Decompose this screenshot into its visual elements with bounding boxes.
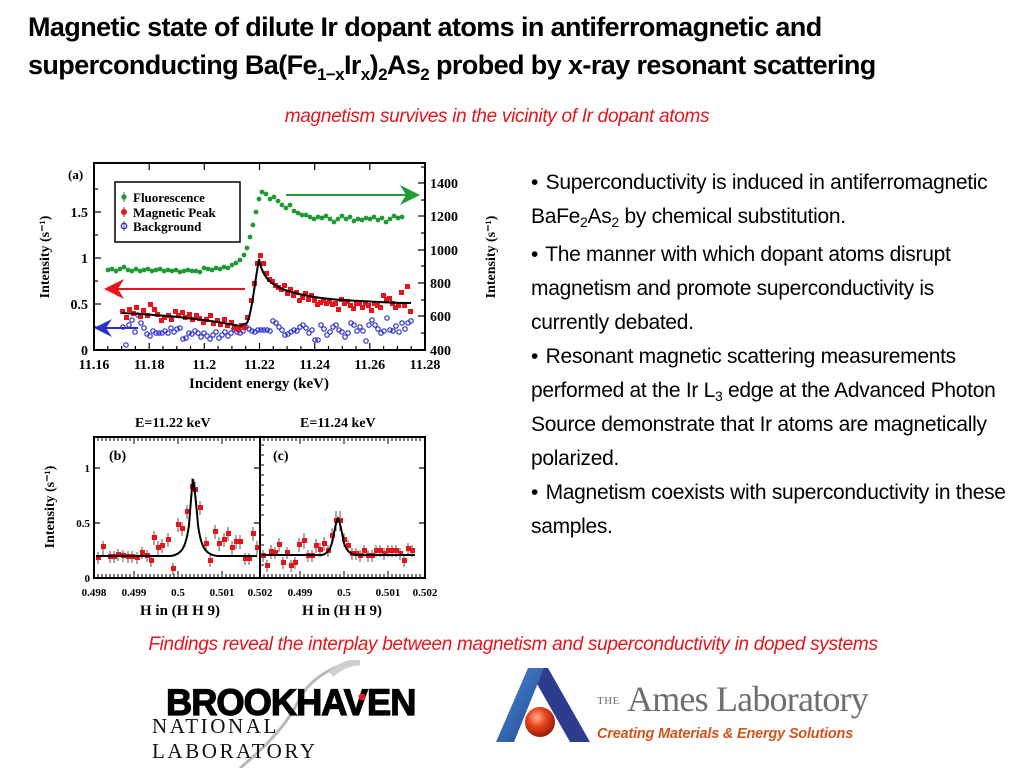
panel-a-xlabel: Incident energy (keV) <box>189 376 329 392</box>
panel-a: (a) 0 0.5 1 1.5 400 600 800 1000 1200 14… <box>38 162 499 392</box>
title-line-1: Magnetic state of dilute Ir dopant atoms… <box>28 12 822 42</box>
brookhaven-swoosh-icon <box>239 660 361 768</box>
ames-the: THE <box>597 695 620 707</box>
svg-text:0.502: 0.502 <box>248 587 273 599</box>
svg-text:Magnetic Peak: Magnetic Peak <box>133 205 216 220</box>
svg-text:0.5: 0.5 <box>337 587 351 599</box>
bullet-1: • Superconductivity is induced in antife… <box>531 171 988 230</box>
brookhaven-wordmark: BROOKHAVEN <box>165 681 417 723</box>
svg-text:0: 0 <box>81 344 88 359</box>
svg-text:Background: Background <box>133 219 202 234</box>
panel-c-xlabel: H in (H H 9) <box>302 603 382 619</box>
svg-text:11.24: 11.24 <box>299 358 330 373</box>
ames-a-icon <box>496 668 590 742</box>
svg-text:0.5: 0.5 <box>71 298 89 313</box>
svg-text:11.26: 11.26 <box>354 358 385 373</box>
ames-wordmark: Ames Laboratory <box>627 679 869 719</box>
svg-text:1400: 1400 <box>430 177 458 192</box>
title-line-2: superconducting Ba(Fe1−xIrx)2As2 probed … <box>28 50 876 84</box>
axis-arrows <box>94 185 420 337</box>
panel-c-label: (c) <box>273 449 289 464</box>
svg-text:0.502: 0.502 <box>413 587 438 599</box>
series-magnetic-peak <box>120 253 413 332</box>
series-fluorescence <box>105 189 405 275</box>
svg-text:1: 1 <box>81 252 88 267</box>
slide-subtitle: magnetism survives in the vicinity of Ir… <box>284 106 710 127</box>
brookhaven-subtitle: NATIONAL LABORATORY <box>152 714 318 763</box>
fit-curve-c <box>262 516 415 556</box>
bullet-list: • Superconductivity is induced in antife… <box>531 166 1006 544</box>
svg-text:1200: 1200 <box>430 210 458 225</box>
panel-b-xlabel: H in (H H 9) <box>140 603 220 619</box>
svg-text:1: 1 <box>85 463 91 475</box>
svg-text:800: 800 <box>430 277 451 292</box>
fit-curve-a <box>121 258 412 328</box>
svg-text:600: 600 <box>430 310 451 325</box>
slide-title: Magnetic state of dilute Ir dopant atoms… <box>28 8 1008 84</box>
bullet-3: • Resonant magnetic scattering measureme… <box>531 345 996 470</box>
panel-b: E=11.22 keV (b) 0 0.5 1 0.498 0.499 0.5 … <box>43 416 273 619</box>
svg-text:11.16: 11.16 <box>79 358 110 373</box>
svg-text:0.5: 0.5 <box>171 587 185 599</box>
panel-c: E=11.24 keV (c) 0.499 0.5 0.501 0.502 H … <box>259 416 438 619</box>
brookhaven-logo: BROOKHAVEN NATIONAL LABORATORY <box>148 660 448 768</box>
svg-text:0.499: 0.499 <box>122 587 147 599</box>
panel-a-ylabel-right: Intensity (s⁻¹) <box>484 215 499 298</box>
svg-text:1000: 1000 <box>430 244 458 259</box>
svg-text:Fluorescence: Fluorescence <box>133 190 205 205</box>
panel-c-title: E=11.24 keV <box>300 416 376 431</box>
svg-text:400: 400 <box>430 344 451 359</box>
svg-text:0.501: 0.501 <box>376 587 401 599</box>
svg-text:11.22: 11.22 <box>244 358 275 373</box>
panel-b-ylabel: Intensity (s⁻¹) <box>43 465 58 548</box>
findings-statement: Findings reveal the interplay between ma… <box>148 634 878 655</box>
svg-text:1.5: 1.5 <box>71 206 89 221</box>
svg-text:0.501: 0.501 <box>210 587 235 599</box>
panel-a-label: (a) <box>68 167 83 182</box>
svg-text:11.18: 11.18 <box>134 358 165 373</box>
ames-logo: THE Ames Laboratory Creating Materials &… <box>490 660 890 760</box>
panel-a-legend: Fluorescence Magnetic Peak Background <box>114 181 241 243</box>
svg-text:11.28: 11.28 <box>410 358 441 373</box>
bullet-2: • The manner with which dopant atoms dis… <box>531 243 951 334</box>
fit-curve-b <box>96 478 257 557</box>
svg-text:0.5: 0.5 <box>76 518 90 530</box>
ames-tagline: Creating Materials & Energy Solutions <box>597 726 854 742</box>
svg-text:0.499: 0.499 <box>288 587 313 599</box>
svg-text:11.2: 11.2 <box>192 358 216 373</box>
svg-text:0: 0 <box>85 573 91 585</box>
panel-a-ylabel-left: Intensity (s⁻¹) <box>38 215 53 298</box>
panel-b-label: (b) <box>109 449 126 464</box>
scattering-figure: (a) 0 0.5 1 1.5 400 600 800 1000 1200 14… <box>30 155 520 625</box>
panel-b-title: E=11.22 keV <box>135 416 211 431</box>
bullet-4: • Magnetism coexists with superconductiv… <box>531 481 1006 538</box>
svg-text:0.498: 0.498 <box>82 587 107 599</box>
